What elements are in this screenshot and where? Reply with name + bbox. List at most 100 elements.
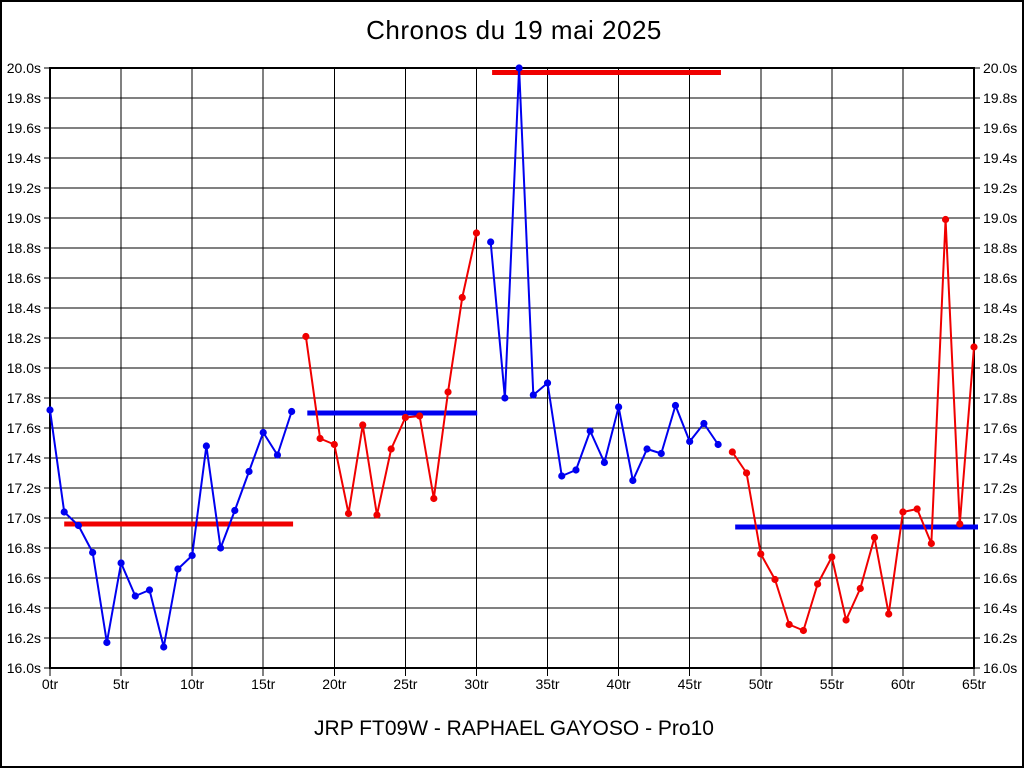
data-point-relay-4-red-lap-61 [913, 505, 921, 513]
y-axis-label-left: 19.8s [7, 90, 41, 106]
y-axis-label-left: 20.0s [7, 60, 41, 76]
y-axis-label-left: 17.4s [7, 450, 41, 466]
x-axis-tick-label: 50tr [749, 676, 773, 692]
data-point-relay-4-red-lap-56 [842, 616, 850, 624]
data-point-relay-4-red-lap-51 [771, 575, 779, 584]
data-point-relay-2-red-lap-26 [416, 412, 424, 420]
data-point-relay-4-red-lap-49 [742, 469, 751, 477]
data-point-relay-1-blue-lap-12 [216, 544, 225, 552]
y-axis-label-right: 18.8s [983, 240, 1017, 256]
data-point-relay-3-blue-lap-37 [572, 466, 580, 474]
series-line-relay-3-blue [489, 67, 719, 482]
data-point-relay-3-blue-lap-46 [700, 419, 708, 428]
y-axis-label-right: 18.4s [983, 300, 1017, 316]
x-axis-tick-label: 30tr [464, 676, 488, 692]
y-axis-label-left: 17.6s [7, 420, 41, 436]
y-axis-label-left: 18.4s [7, 300, 41, 316]
y-axis-label-right: 19.4s [983, 150, 1017, 166]
data-point-relay-4-red-lap-57 [856, 584, 864, 593]
y-axis-label-right: 16.4s [983, 600, 1017, 616]
data-point-relay-4-red-lap-55 [828, 553, 836, 561]
y-axis-label-right: 20.0s [983, 60, 1017, 76]
data-point-relay-3-blue-lap-47 [714, 440, 722, 449]
y-axis-label-left: 16.4s [7, 600, 41, 616]
y-axis-label-left: 16.8s [7, 540, 41, 556]
x-axis-tick-label: 40tr [607, 676, 631, 692]
data-point-relay-1-blue-lap-5 [117, 559, 125, 567]
y-axis-label-left: 19.2s [7, 180, 41, 196]
y-axis-label-left: 19.6s [7, 120, 41, 136]
data-point-relay-4-red-lap-50 [757, 550, 765, 558]
series-line-relay-1-blue [49, 409, 293, 648]
data-point-relay-4-red-lap-63 [941, 215, 950, 224]
data-point-relay-3-blue-lap-34 [529, 391, 537, 399]
data-point-relay-4-red-lap-60 [899, 508, 907, 516]
y-axis-label-left: 18.6s [7, 270, 41, 286]
y-axis-label-right: 18.2s [983, 330, 1017, 346]
data-point-relay-4-red-lap-59 [885, 610, 893, 618]
data-point-relay-3-blue-lap-36 [558, 472, 566, 480]
y-axis-label-right: 17.8s [983, 390, 1017, 406]
data-point-relay-1-blue-lap-14 [245, 467, 253, 476]
data-point-relay-2-red-lap-21 [344, 509, 353, 518]
data-point-relay-3-blue-lap-44 [671, 401, 680, 410]
data-point-relay-1-blue-lap-6 [131, 592, 139, 600]
y-axis-label-right: 16.6s [983, 570, 1017, 586]
data-point-relay-1-blue-lap-11 [202, 442, 210, 450]
data-point-relay-1-blue-lap-9 [174, 565, 182, 573]
data-point-relay-2-red-lap-19 [316, 434, 324, 443]
x-axis-tick-label: 10tr [180, 676, 204, 692]
data-point-relay-4-red-lap-64 [956, 520, 964, 528]
data-point-relay-1-blue-lap-10 [188, 551, 196, 560]
data-point-relay-1-blue-lap-1 [60, 508, 68, 516]
series-line-relay-4-red [731, 218, 975, 632]
data-point-relay-3-blue-lap-31 [487, 238, 495, 246]
data-point-relay-3-blue-lap-38 [586, 427, 594, 435]
data-point-relay-3-blue-lap-39 [600, 458, 609, 467]
y-axis-label-right: 18.6s [983, 270, 1017, 286]
data-point-relay-1-blue-lap-13 [231, 506, 239, 515]
y-axis-label-left: 19.0s [7, 210, 41, 226]
x-axis-tick-label: 20tr [322, 676, 346, 692]
data-point-relay-3-blue-lap-35 [543, 379, 552, 387]
y-axis-label-right: 19.8s [983, 90, 1017, 106]
y-axis-label-left: 18.0s [7, 360, 41, 376]
x-axis-tick-label: 35tr [535, 676, 559, 692]
data-point-relay-1-blue-lap-0 [46, 406, 54, 414]
data-point-relay-1-blue-lap-16 [273, 451, 282, 459]
y-axis-label-left: 17.2s [7, 480, 41, 496]
y-axis-label-right: 16.2s [983, 630, 1017, 646]
y-axis-label-right: 17.2s [983, 480, 1017, 496]
data-point-relay-1-blue-lap-7 [145, 586, 154, 594]
data-point-relay-4-red-lap-54 [814, 580, 822, 588]
y-axis-label-left: 16.6s [7, 570, 41, 586]
x-axis-tick-label: 65tr [962, 676, 986, 692]
data-point-relay-4-red-lap-53 [799, 626, 808, 635]
data-point-relay-3-blue-lap-32 [501, 394, 509, 402]
y-axis-label-right: 18.0s [983, 360, 1017, 376]
page-title: Chronos du 19 mai 2025 [366, 15, 662, 45]
plot-border [49, 67, 975, 669]
data-point-relay-2-red-lap-24 [387, 445, 395, 453]
y-axis-label-left: 19.4s [7, 150, 41, 166]
x-axis-tick-label: 25tr [393, 676, 417, 692]
data-point-relay-2-red-lap-27 [430, 494, 438, 503]
data-point-relay-2-red-lap-29 [458, 293, 466, 302]
x-axis-tick-label: 55tr [820, 676, 844, 692]
data-point-relay-4-red-lap-62 [927, 539, 935, 548]
y-axis-label-right: 16.8s [983, 540, 1017, 556]
y-axis-label-left: 18.8s [7, 240, 41, 256]
data-point-relay-1-blue-lap-17 [288, 407, 296, 416]
y-axis-label-right: 17.6s [983, 420, 1017, 436]
footer-driver-info: JRP FT09W - RAPHAEL GAYOSO - Pro10 [314, 717, 714, 740]
y-axis-label-right: 17.0s [983, 510, 1017, 526]
x-axis-tick-label: 45tr [678, 676, 702, 692]
data-point-relay-4-red-lap-58 [870, 533, 879, 542]
data-point-relay-2-red-lap-25 [401, 413, 409, 422]
y-axis-label-right: 16.0s [983, 660, 1017, 676]
x-axis-tick-label: 60tr [891, 676, 915, 692]
y-axis-label-right: 19.6s [983, 120, 1017, 136]
x-axis-tick-label: 0tr [42, 676, 59, 692]
data-point-relay-2-red-lap-18 [302, 332, 310, 341]
